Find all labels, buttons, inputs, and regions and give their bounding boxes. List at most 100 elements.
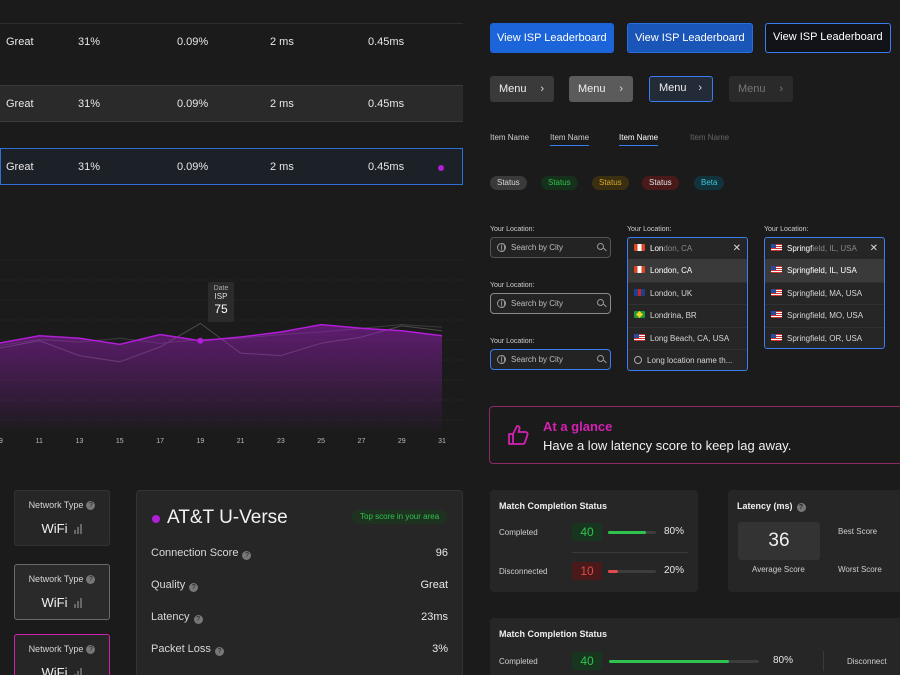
table-row[interactable]: Great 31% 0.09% 2 ms 0.45ms bbox=[0, 85, 463, 122]
latency-panel: Latency (ms)? 36 Average Score Best Scor… bbox=[728, 490, 900, 592]
chevron-right-icon: › bbox=[779, 83, 783, 95]
worst-score-label: Worst Score bbox=[838, 565, 882, 574]
menu-button-focus[interactable]: Menu › bbox=[649, 76, 713, 102]
chart-hover-point bbox=[197, 337, 204, 344]
connection-score-label: Connection Score bbox=[151, 547, 239, 559]
us-flag-icon bbox=[771, 333, 782, 341]
glance-heading: At a glance bbox=[543, 419, 613, 434]
latency-cell: 0.45ms bbox=[368, 36, 405, 48]
latency-cell: 0.45ms bbox=[368, 98, 405, 110]
completed-percent: 80% bbox=[773, 655, 794, 666]
x-tick-label: 23 bbox=[277, 438, 285, 445]
help-icon[interactable]: ? bbox=[86, 645, 96, 654]
x-tick-label: 17 bbox=[156, 438, 164, 445]
x-tick-label: 11 bbox=[36, 438, 43, 445]
best-score-label: Best Score bbox=[838, 527, 878, 536]
city-autocomplete[interactable]: Springfield, IL, USA ✕ Springfield, IL, U… bbox=[764, 237, 885, 349]
isp-color-dot bbox=[152, 515, 160, 523]
location-label: Your Location: bbox=[490, 338, 535, 345]
percent-cell: 31% bbox=[78, 161, 101, 173]
dropdown-option[interactable]: Springfield, MO, USA bbox=[765, 305, 884, 328]
menu-button[interactable]: Menu › bbox=[490, 76, 554, 102]
help-icon[interactable]: ? bbox=[242, 551, 252, 560]
x-tick-label: 09 bbox=[0, 438, 3, 445]
menu-button-disabled: Menu › bbox=[729, 76, 793, 102]
glance-text: Have a low latency score to keep lag awa… bbox=[543, 438, 792, 453]
help-icon[interactable]: ? bbox=[189, 583, 199, 592]
city-search-input-typing[interactable]: Springfield, IL, USA ✕ bbox=[765, 238, 884, 260]
help-icon[interactable]: ? bbox=[86, 501, 96, 510]
clear-icon[interactable]: ✕ bbox=[869, 243, 878, 254]
view-isp-leaderboard-button[interactable]: View ISP Leaderboard bbox=[490, 23, 614, 53]
tab-item[interactable]: Item Name bbox=[490, 133, 530, 142]
dropdown-option[interactable]: London, UK bbox=[628, 283, 747, 305]
menu-label: Menu bbox=[499, 83, 527, 95]
tooltip-series: ISP bbox=[214, 292, 228, 301]
dropdown-option[interactable]: London, CA bbox=[628, 260, 747, 283]
thumbs-up-icon bbox=[508, 425, 529, 445]
network-type-label: Network Type bbox=[28, 644, 84, 654]
beta-badge: Beta bbox=[694, 176, 725, 190]
at-a-glance-callout: At a glance Have a low latency score to … bbox=[489, 406, 900, 464]
status-badge-warning: Status bbox=[592, 176, 629, 190]
view-isp-leaderboard-button-hover[interactable]: View ISP Leaderboard bbox=[627, 23, 753, 53]
completed-progress-fill bbox=[608, 531, 647, 534]
loss-cell: 0.09% bbox=[177, 161, 209, 173]
loss-cell: 0.09% bbox=[177, 36, 209, 48]
dropdown-option[interactable]: Springfield, MA, USA bbox=[765, 283, 884, 305]
x-tick-label: 29 bbox=[398, 438, 406, 445]
tab-item-hover[interactable]: Item Name bbox=[550, 133, 590, 146]
completed-count: 40 bbox=[572, 652, 602, 670]
menu-label: Menu bbox=[738, 83, 766, 95]
help-icon[interactable]: ? bbox=[214, 647, 224, 656]
completed-label: Completed bbox=[499, 657, 538, 666]
divider bbox=[572, 552, 688, 553]
search-icon bbox=[597, 299, 604, 306]
menu-button-hover[interactable]: Menu › bbox=[569, 76, 633, 102]
rating-cell: Great bbox=[6, 36, 34, 48]
latency-label: Latency bbox=[151, 611, 190, 623]
dropdown-option[interactable]: Long Beach, CA, USA bbox=[628, 328, 747, 350]
us-flag-icon bbox=[771, 266, 782, 273]
city-search-input-focus[interactable]: Search by City bbox=[490, 349, 611, 370]
city-search-input[interactable]: Search by City bbox=[490, 237, 611, 258]
panel-title: Match Completion Status bbox=[499, 501, 608, 511]
city-autocomplete[interactable]: London, CA ✕ London, CA London, UK Londri… bbox=[627, 237, 748, 371]
dropdown-option[interactable]: Long location name th... bbox=[628, 350, 747, 370]
us-flag-icon bbox=[771, 288, 782, 296]
network-type-card[interactable]: Network Type? WiFi bbox=[14, 564, 110, 620]
city-search-input-hover[interactable]: Search by City bbox=[490, 293, 611, 314]
x-tick-label: 15 bbox=[116, 438, 124, 445]
help-icon[interactable]: ? bbox=[193, 615, 203, 624]
disconnected-count: 10 bbox=[572, 562, 602, 580]
table-row-selected[interactable]: Great 31% 0.09% 2 ms 0.45ms bbox=[0, 148, 463, 185]
menu-label: Menu bbox=[659, 82, 687, 94]
autocomplete-ghost-text: ield, IL, USA bbox=[812, 244, 857, 253]
dropdown-option[interactable]: Londrina, BR bbox=[628, 305, 747, 328]
view-isp-leaderboard-button-focus[interactable]: View ISP Leaderboard bbox=[765, 23, 891, 53]
dropdown-option[interactable]: Springfield, IL, USA bbox=[765, 260, 884, 283]
tooltip-value: 75 bbox=[214, 302, 228, 316]
loss-cell: 0.09% bbox=[177, 98, 209, 110]
completed-progress bbox=[609, 660, 759, 663]
help-icon[interactable]: ? bbox=[796, 503, 806, 512]
network-type-card[interactable]: Network Type? WiFi bbox=[14, 490, 110, 546]
search-icon bbox=[597, 243, 604, 250]
help-icon[interactable]: ? bbox=[86, 575, 96, 584]
search-icon bbox=[597, 355, 604, 362]
completed-label: Completed bbox=[499, 528, 538, 537]
tab-item-active[interactable]: Item Name bbox=[619, 133, 659, 146]
table-row[interactable]: Great 31% 0.09% 2 ms 0.45ms bbox=[0, 23, 463, 60]
completed-progress bbox=[608, 531, 656, 534]
jitter-cell: 2 ms bbox=[270, 161, 294, 173]
city-search-input-typing[interactable]: London, CA ✕ bbox=[628, 238, 747, 260]
location-label: Your Location: bbox=[764, 226, 809, 233]
chevron-right-icon: › bbox=[698, 82, 702, 94]
latency-cell: 0.45ms bbox=[368, 161, 405, 173]
dropdown-option[interactable]: Springfield, OR, USA bbox=[765, 328, 884, 349]
network-type-card-active[interactable]: Network Type? WiFi bbox=[14, 634, 110, 675]
latency-chart[interactable]: 09 11 13 15 17 19 21 23 25 27 29 31 bbox=[0, 230, 463, 455]
clear-icon[interactable]: ✕ bbox=[732, 243, 741, 254]
isp-card[interactable]: AT&T U-Verse Top score in your area Conn… bbox=[136, 490, 463, 675]
disconnected-percent: 20% bbox=[664, 565, 685, 576]
